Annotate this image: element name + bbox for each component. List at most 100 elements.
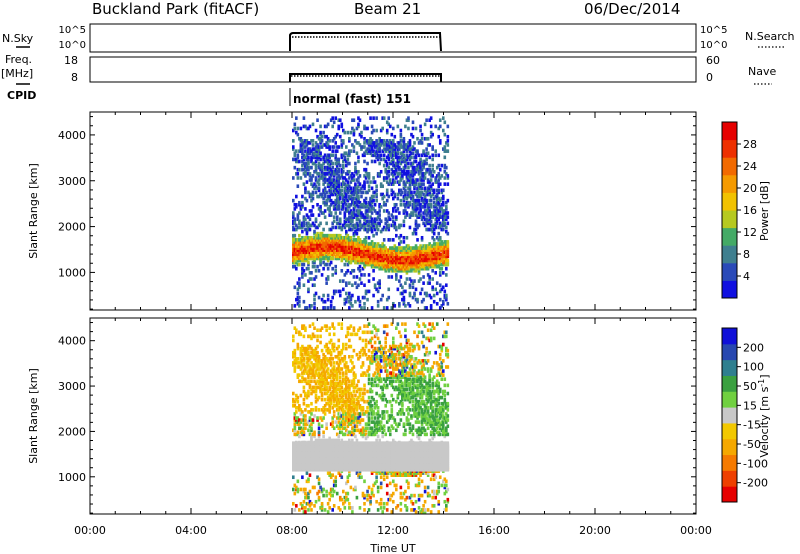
echo-cell [345, 219, 348, 224]
echo-cell [305, 371, 309, 375]
power-ylabel: Slant Range [km] [27, 163, 40, 259]
echo-cell [348, 385, 351, 390]
echo-cell [391, 219, 395, 224]
echo-cell [426, 281, 430, 285]
echo-cell [352, 348, 356, 353]
echo-cell [328, 180, 331, 184]
echo-cell [428, 192, 431, 197]
echo-cell [341, 393, 345, 398]
echo-cell [311, 350, 315, 355]
echo-cell [399, 155, 403, 160]
echo-cell [370, 141, 374, 145]
echo-cell [367, 221, 371, 226]
echo-cell [355, 240, 359, 244]
echo-cell [410, 190, 413, 195]
echo-cell [440, 196, 444, 201]
echo-cell [423, 266, 427, 271]
echo-cell [426, 248, 430, 252]
echo-cell [296, 406, 300, 410]
echo-cell [331, 233, 334, 238]
echo-cell [428, 186, 431, 191]
echo-cell [340, 348, 344, 353]
echo-cell [414, 213, 418, 217]
echo-cell [370, 130, 374, 135]
echo-cell [431, 258, 434, 263]
echo-cell [443, 223, 447, 228]
echo-cell [320, 501, 324, 506]
echo-cell [349, 217, 353, 222]
echo-cell [296, 357, 300, 361]
echo-cell [391, 153, 395, 158]
echo-cell [360, 373, 363, 377]
echo-cell [305, 163, 309, 168]
echo-cell [335, 205, 339, 209]
echo-cell [343, 244, 347, 248]
echo-cell [388, 264, 392, 269]
echo-cell [345, 271, 348, 275]
echo-cell [417, 169, 421, 174]
echo-cell [395, 254, 398, 259]
echo-cell [402, 147, 406, 151]
echo-cell [443, 240, 447, 244]
echo-cell [346, 256, 350, 261]
echo-cell [337, 506, 341, 510]
echo-cell [431, 211, 434, 215]
echo-cell [316, 134, 319, 139]
echo-cell [402, 155, 406, 160]
echo-cell [363, 246, 366, 250]
echo-cell [316, 250, 319, 255]
echo-cell [325, 328, 328, 333]
echo-cell [293, 422, 297, 426]
echo-cell [308, 227, 312, 232]
echo-cell [328, 436, 331, 441]
echo-cell [358, 277, 362, 281]
echo-cell [313, 246, 316, 250]
echo-cell [332, 385, 336, 390]
echo-cell [382, 163, 386, 168]
echo-cell [301, 246, 304, 250]
echo-cell [354, 256, 357, 261]
echo-cell [328, 357, 331, 361]
echo-cell [293, 219, 297, 224]
echo-cell [438, 225, 442, 230]
echo-cell [345, 497, 348, 502]
echo-cell [328, 207, 331, 211]
echo-cell [358, 174, 362, 178]
echo-cell [337, 420, 341, 424]
echo-cell [423, 194, 427, 199]
echo-cell [341, 357, 345, 361]
echo-cell [411, 161, 415, 166]
echo-cell [348, 501, 351, 506]
echo-cell [388, 161, 392, 166]
echo-cell [402, 159, 406, 164]
echo-cell [346, 430, 350, 435]
echo-cell [343, 387, 347, 392]
echo-cell [372, 194, 375, 199]
echo-cell [443, 244, 447, 248]
echo-cell [399, 128, 403, 133]
echo-cell [299, 393, 303, 398]
echo-cell [420, 205, 424, 209]
colorbar-segment [722, 262, 737, 281]
echo-cell [341, 414, 345, 418]
echo-cell [426, 260, 430, 265]
echo-cell [445, 165, 448, 170]
echo-cell [354, 244, 357, 248]
echo-cell [349, 344, 353, 349]
echo-cell [361, 418, 365, 422]
echo-cell [346, 223, 350, 228]
echo-cell [417, 250, 421, 255]
echo-cell [401, 174, 404, 178]
echo-cell [295, 258, 298, 263]
echo-cell [311, 153, 315, 158]
echo-cell [317, 367, 321, 371]
echo-cell [393, 304, 397, 308]
echo-cell [357, 295, 360, 300]
echo-cell [413, 260, 416, 265]
echo-cell [335, 172, 339, 176]
echo-cell [346, 262, 350, 267]
echo-cell [332, 483, 336, 488]
echo-cell [332, 250, 336, 255]
echo-cell [352, 408, 356, 412]
echo-cell [326, 167, 330, 172]
